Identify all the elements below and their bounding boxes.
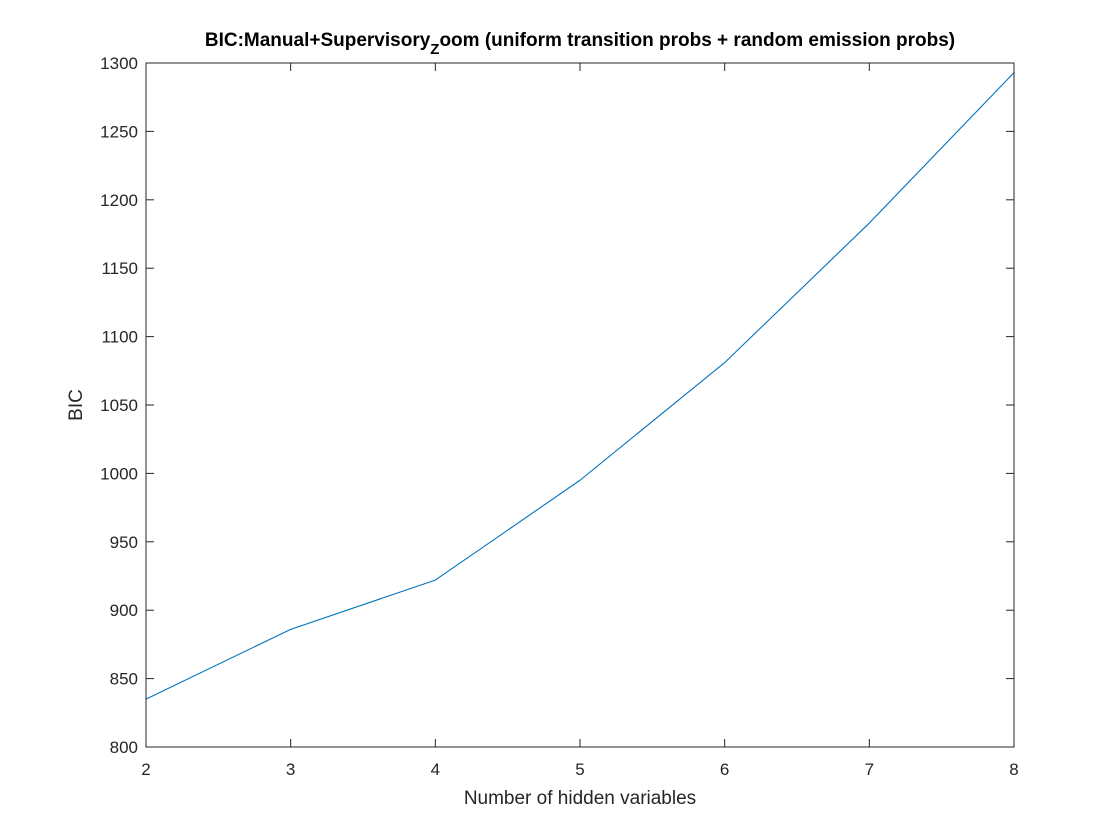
x-tick-label: 6 [720, 760, 729, 779]
y-tick-label: 1250 [100, 122, 138, 141]
y-tick-label: 850 [110, 670, 138, 689]
chart-title-rest: oom (uniform transition probs + random e… [439, 30, 955, 51]
y-tick-label: 1050 [100, 396, 138, 415]
y-tick-label: 1000 [100, 464, 138, 483]
x-tick-label: 5 [575, 760, 584, 779]
y-tick-label: 1100 [101, 328, 138, 347]
x-axis-label: Number of hidden variables [464, 788, 696, 809]
y-tick-label: 1200 [100, 191, 138, 210]
x-tick-label: 4 [431, 760, 440, 779]
x-tick-label: 7 [865, 760, 874, 779]
x-tick-label: 2 [141, 760, 150, 779]
x-tick-labels: 2 3 4 5 6 7 8 [141, 760, 1018, 779]
x-tick-label: 8 [1009, 760, 1018, 779]
y-tick-label: 900 [110, 601, 138, 620]
series-line-0 [145, 72, 1015, 700]
chart-title-subscript: Z [430, 41, 439, 58]
x-tick-label: 3 [286, 760, 295, 779]
chart-title-main: BIC:Manual+Supervisory [205, 30, 431, 51]
y-tick-label: 950 [110, 533, 138, 552]
plot-area-frame [145, 62, 1015, 748]
y-tick-label: 800 [110, 738, 138, 757]
chart-title: BIC:Manual+SupervisoryZoom (uniform tran… [205, 30, 955, 58]
y-tick-label: 1300 [100, 54, 138, 73]
y-axis-label: BIC [66, 389, 87, 421]
tick-marks [145, 62, 1015, 748]
y-tick-labels: 800 850 900 950 1000 1050 1100 1150 1200 1250 1300 [100, 54, 138, 757]
y-tick-label: 1150 [101, 259, 138, 278]
series-layer [145, 72, 1015, 700]
